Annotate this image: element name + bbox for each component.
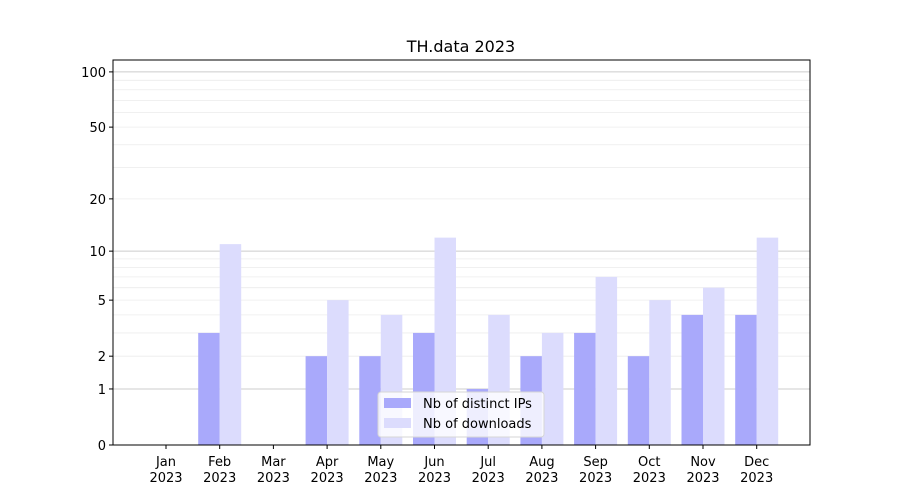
bar-distinct-ips	[681, 314, 703, 445]
chart-title: TH.data 2023	[406, 37, 515, 56]
x-tick-label-line: 2023	[257, 471, 290, 486]
x-tick-label-line: 2023	[472, 471, 505, 486]
x-tick-label: Apr 2023	[311, 455, 344, 486]
bar-distinct-ips	[359, 356, 381, 445]
x-tick-label-line: Oct	[638, 455, 660, 470]
bar-downloads	[541, 332, 564, 445]
x-tick-label-line: 2023	[418, 471, 451, 486]
legend-label: Nb of downloads	[423, 417, 532, 432]
x-tick-label-line: Jan	[155, 455, 176, 470]
x-tick-label-line: Nov	[690, 455, 716, 470]
bar-downloads	[327, 300, 349, 445]
legend-box	[377, 391, 545, 438]
x-tick-label: Mar 2023	[257, 455, 290, 486]
x-tick-label-line: 2023	[686, 471, 719, 486]
x-tick-label-line: Aug	[529, 455, 554, 470]
y-tick-label: 100	[81, 66, 106, 81]
legend-label: Nb of distinct IPs	[423, 397, 532, 412]
bar-downloads	[703, 287, 725, 445]
x-tick-label-line: Jul	[479, 455, 496, 470]
x-tick-label-line: 2023	[740, 471, 773, 486]
bar-distinct-ips	[305, 356, 328, 445]
y-axis: 0 1 2 5 10 20 50 100	[81, 66, 113, 454]
x-tick-label-line: 2023	[149, 471, 182, 486]
bar-downloads	[756, 237, 779, 445]
x-tick-label: Dec 2023	[740, 455, 773, 486]
y-tick-label: 5	[98, 294, 106, 309]
y-tick-label: 2	[98, 350, 106, 365]
x-tick-label: Sep 2023	[579, 455, 612, 486]
x-tick-label: Feb 2023	[203, 455, 236, 486]
bars	[198, 237, 779, 445]
x-tick-label-line: 2023	[311, 471, 344, 486]
bar-downloads	[649, 300, 671, 445]
y-tick-label: 10	[89, 245, 106, 260]
x-tick-label: Jun 2023	[418, 455, 451, 486]
bar-distinct-ips	[627, 356, 650, 445]
bar-distinct-ips	[574, 332, 596, 445]
x-tick-label: May 2023	[364, 455, 397, 486]
x-tick-label: Nov 2023	[686, 455, 719, 486]
x-tick-label-line: Sep	[583, 455, 608, 470]
x-tick-label-line: Apr	[316, 455, 339, 470]
bar-distinct-ips	[735, 314, 757, 445]
y-tick-label: 0	[98, 439, 106, 454]
x-tick-label-line: Jun	[423, 455, 444, 470]
x-tick-label-line: 2023	[525, 471, 558, 486]
legend: Nb of distinct IPs Nb of downloads	[377, 391, 545, 438]
x-tick-label: Jul 2023	[472, 455, 505, 486]
legend-swatch	[384, 418, 411, 428]
bar-downloads	[595, 276, 618, 445]
x-tick-label: Jan 2023	[149, 455, 182, 486]
x-tick-label-line: 2023	[579, 471, 612, 486]
x-tick-label-line: 2023	[633, 471, 666, 486]
y-tick-label: 50	[89, 121, 106, 136]
x-tick-label: Aug 2023	[525, 455, 558, 486]
plot-frame	[112, 59, 811, 446]
x-tick-label: Oct 2023	[633, 455, 666, 486]
x-tick-label-line: Mar	[261, 455, 286, 470]
y-tick-label: 20	[89, 193, 106, 208]
y-tick-label: 1	[98, 383, 106, 398]
x-tick-label-line: May	[367, 455, 394, 470]
x-tick-label-line: 2023	[203, 471, 236, 486]
x-tick-label-line: Feb	[208, 455, 231, 470]
legend-swatch	[384, 398, 411, 408]
x-tick-label-line: 2023	[364, 471, 397, 486]
x-tick-label-line: Dec	[744, 455, 769, 470]
bar-distinct-ips	[198, 332, 220, 445]
bar-downloads	[219, 244, 242, 445]
